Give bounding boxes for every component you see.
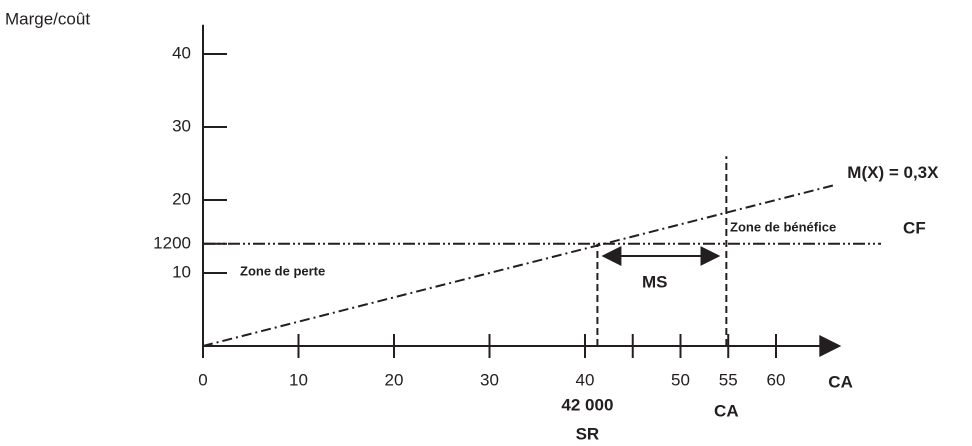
y-tick-label: 1200 (153, 233, 191, 252)
x-tick-label: 20 (385, 370, 404, 389)
marker-name: SR (576, 424, 600, 443)
y-axis-label: Marge/coût (5, 9, 90, 28)
x-tick-label: 55 (719, 370, 738, 389)
series-line (202, 184, 834, 347)
x-tick-label: 50 (671, 370, 690, 389)
series-label: CF (903, 218, 926, 237)
zone-label: Zone de bénéfice (730, 219, 836, 234)
zone-label: Zone de perte (240, 263, 325, 278)
y-tick-label: 10 (172, 262, 191, 281)
series-label: M(X) = 0,3X (847, 163, 939, 182)
y-tick-label: 40 (172, 43, 191, 62)
x-tick-label: 0 (198, 370, 207, 389)
x-tick-label: 60 (767, 370, 786, 389)
y-tick-label: 20 (172, 189, 191, 208)
x-tick-label: 40 (576, 370, 595, 389)
y-tick-label: 30 (172, 116, 191, 135)
marker-value: 42 000 (561, 395, 613, 414)
margin-label: MS (642, 272, 668, 291)
x-tick-label: 10 (289, 370, 308, 389)
marker-name: CA (714, 401, 739, 420)
x-axis-label: CA (828, 372, 853, 391)
x-axis-arrow (819, 335, 842, 357)
x-tick-label: 30 (480, 370, 499, 389)
